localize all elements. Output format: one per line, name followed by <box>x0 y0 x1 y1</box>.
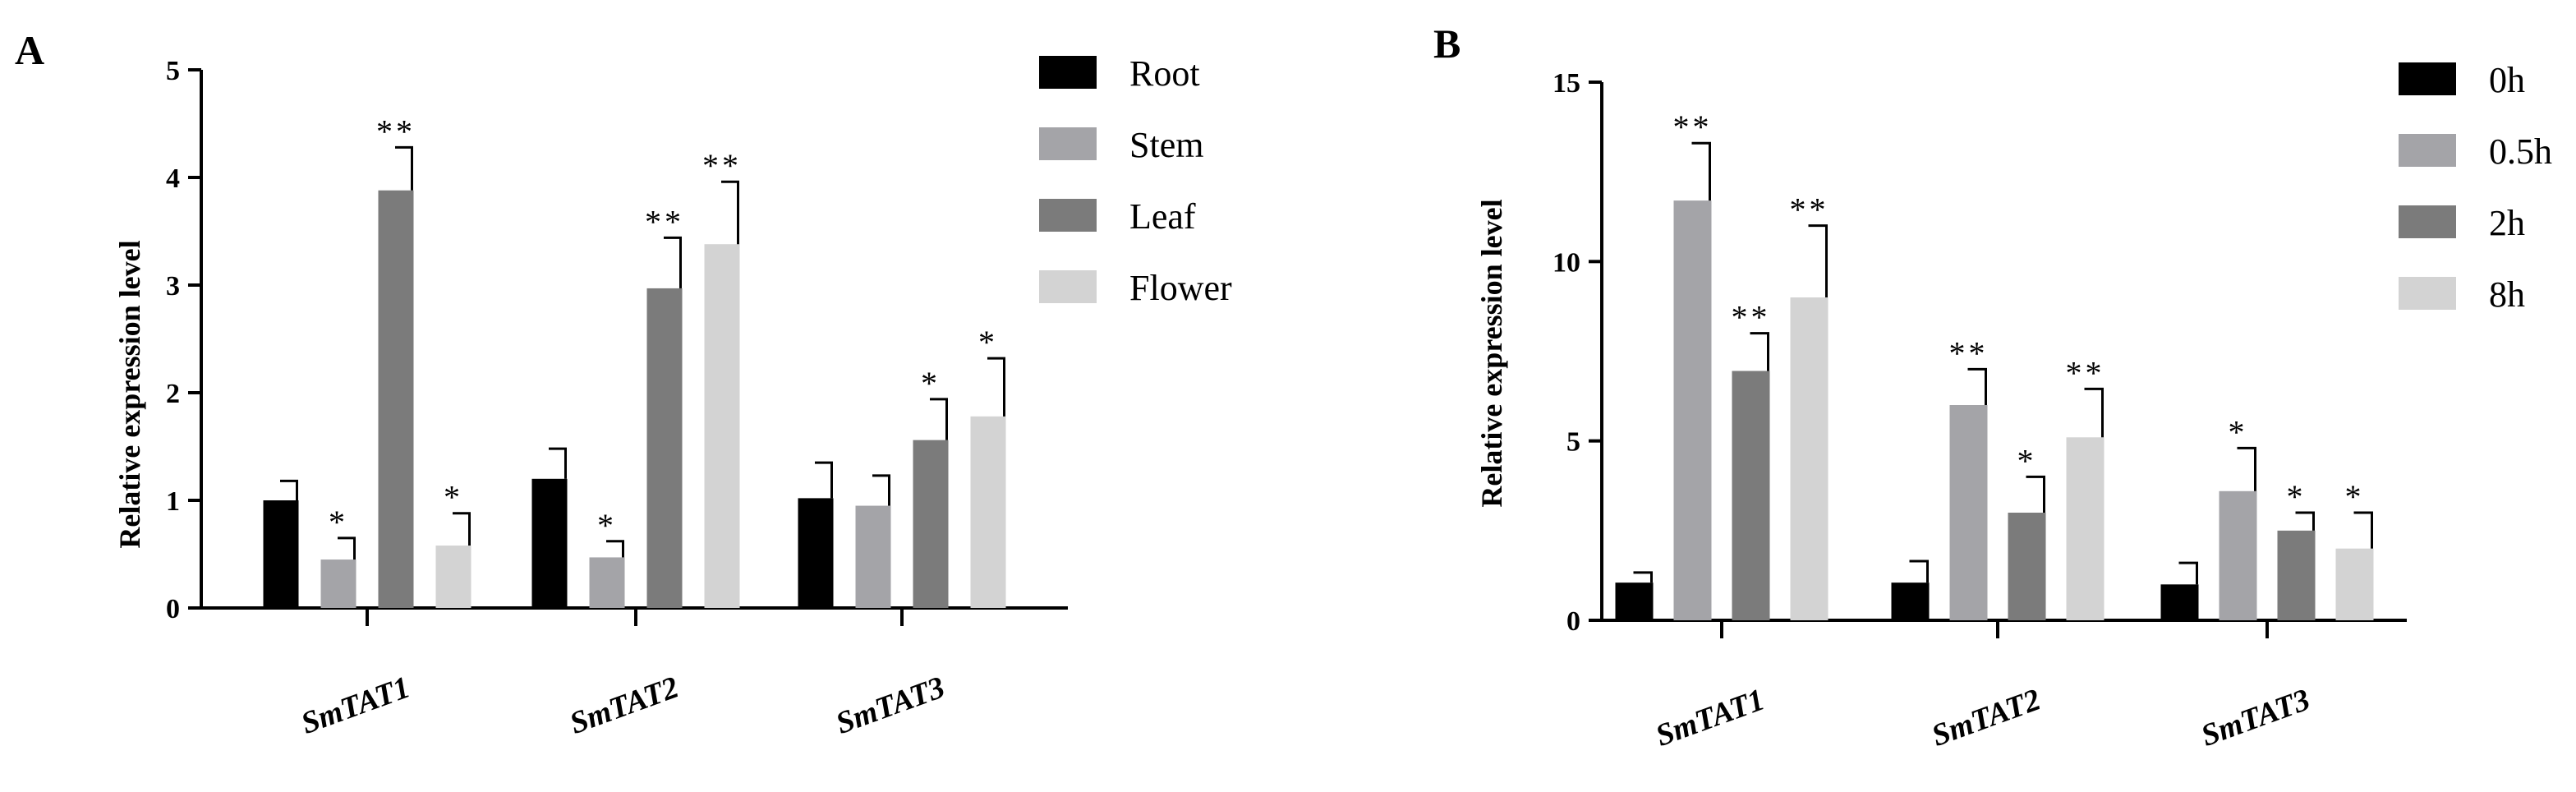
bar <box>531 478 568 608</box>
y-tick-label: 5 <box>1566 427 1580 458</box>
bar <box>1891 582 1930 620</box>
significance-marker: * <box>2345 478 2365 515</box>
legend-swatch <box>2399 62 2456 95</box>
legend-label: 8h <box>2489 274 2525 315</box>
bar <box>589 557 625 608</box>
bar <box>704 244 740 608</box>
bar <box>1732 371 1770 620</box>
bar <box>2219 490 2257 620</box>
legend-swatch <box>1039 56 1097 89</box>
bar <box>2160 584 2199 620</box>
significance-marker: ** <box>1790 191 1829 228</box>
significance-marker: * <box>329 504 348 541</box>
bar <box>798 498 834 608</box>
significance-marker: ** <box>1949 334 1989 371</box>
significance-marker: ** <box>702 147 742 184</box>
significance-marker: ** <box>2066 354 2105 391</box>
bar <box>2066 437 2104 620</box>
bar <box>913 440 949 608</box>
significance-marker: * <box>444 479 463 516</box>
y-tick-label: 1 <box>166 486 180 517</box>
bar <box>378 190 414 608</box>
legend-label: Flower <box>1129 268 1232 308</box>
significance-marker: * <box>921 365 941 402</box>
y-axis-label: Relative expression level <box>1475 199 1508 507</box>
bar <box>855 505 891 608</box>
legend-label: 0h <box>2489 60 2525 100</box>
legend-label: Root <box>1129 53 1200 94</box>
significance-marker: ** <box>1732 299 1771 336</box>
bar <box>2335 548 2374 620</box>
y-tick-label: 2 <box>166 379 180 409</box>
significance-marker: * <box>597 507 617 544</box>
legend-label: Stem <box>1129 125 1203 165</box>
significance-marker: * <box>978 324 998 361</box>
y-tick-label: 3 <box>166 271 180 302</box>
legend-swatch <box>1039 270 1097 303</box>
legend-swatch <box>2399 277 2456 310</box>
legend-swatch <box>2399 205 2456 238</box>
legend-label: 2h <box>2489 203 2525 243</box>
legend-label: 0.5h <box>2489 131 2552 172</box>
legend-swatch <box>1039 127 1097 160</box>
significance-marker: ** <box>1673 108 1713 145</box>
y-tick-label: 5 <box>166 56 180 86</box>
bar <box>2277 530 2316 620</box>
bar <box>435 546 472 608</box>
significance-marker: * <box>2229 413 2248 450</box>
y-tick-label: 15 <box>1552 68 1580 99</box>
y-axis-label: Relative expression level <box>113 240 146 548</box>
bar <box>1949 405 1988 620</box>
significance-marker: * <box>2017 442 2037 479</box>
panel-letter: B <box>1433 21 1460 67</box>
significance-marker: * <box>2287 478 2307 515</box>
bar <box>2008 513 2046 620</box>
panel-letter: A <box>15 27 44 73</box>
bar <box>320 559 356 608</box>
legend-swatch <box>1039 199 1097 232</box>
y-tick-label: 10 <box>1552 247 1580 278</box>
y-tick-label: 0 <box>1566 606 1580 637</box>
y-tick-label: 0 <box>166 594 180 624</box>
y-tick-label: 4 <box>166 163 180 194</box>
legend-label: Leaf <box>1129 196 1196 237</box>
bar <box>646 288 683 608</box>
bar <box>1673 200 1712 620</box>
bar <box>1790 297 1828 620</box>
significance-marker: ** <box>645 203 684 240</box>
bar <box>263 500 299 608</box>
significance-marker: ** <box>376 113 416 150</box>
legend-swatch <box>2399 134 2456 167</box>
bar <box>970 416 1006 608</box>
bar <box>1615 582 1654 620</box>
